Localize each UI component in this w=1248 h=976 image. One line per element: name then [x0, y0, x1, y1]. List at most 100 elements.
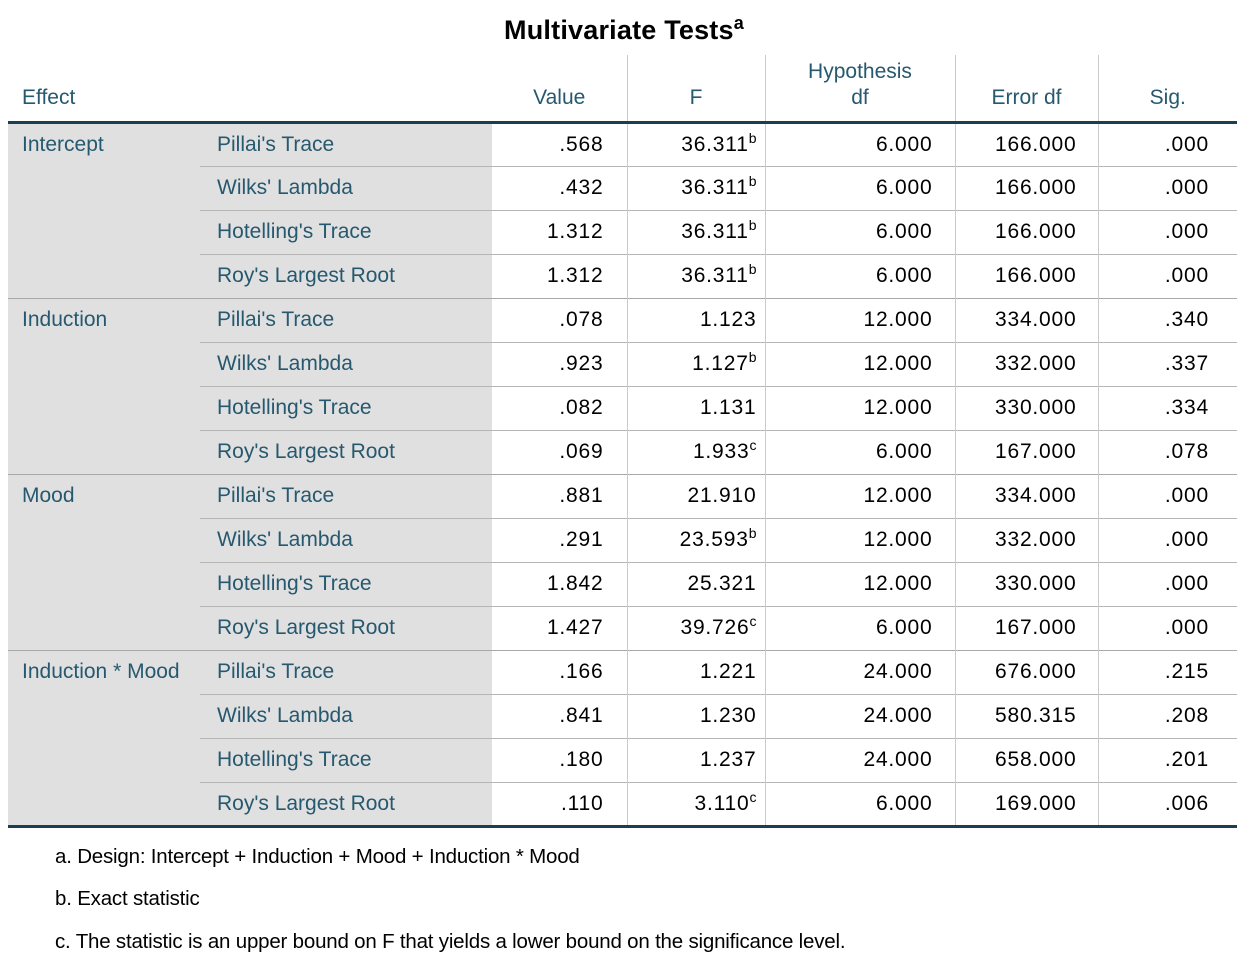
- value-cell: .078: [492, 297, 627, 342]
- table-row: Wilks' Lambda .841 1.230 24.000 580.315.208: [8, 693, 1237, 738]
- value-cell: .069: [492, 429, 627, 474]
- hypothesis-df-cell: 6.000: [764, 209, 955, 254]
- sig-cell: .334: [1097, 385, 1237, 430]
- error-df-cell: 167.000: [954, 429, 1098, 474]
- hypothesis-df-cell: 6.000: [764, 165, 955, 210]
- table-row: Roy's Largest Root 1.427 39.726c 6.000 167.0…: [8, 605, 1237, 650]
- table-title-footnote-superscript: a: [733, 13, 744, 33]
- test-name-cell: Roy's Largest Root: [200, 605, 492, 650]
- sig-cell: .340: [1097, 297, 1237, 342]
- test-name-cell: Hotelling's Trace: [200, 561, 492, 606]
- f-cell: 3.110c: [626, 781, 765, 828]
- test-name-cell: Roy's Largest Root: [200, 253, 492, 298]
- sig-cell: .337: [1097, 341, 1237, 386]
- table-row: Roy's Largest Root .110 3.110c 6.000 169.000…: [8, 781, 1237, 828]
- table-row: Wilks' Lambda .923 1.127b 12.000 332.000.337: [8, 341, 1237, 386]
- effect-label: Induction: [8, 297, 200, 474]
- f-cell: 21.910: [626, 473, 765, 518]
- hypothesis-df-cell: 12.000: [764, 561, 955, 606]
- table-row: Roy's Largest Root 1.312 36.311b 6.000 166.0…: [8, 253, 1237, 298]
- value-cell: .110: [492, 781, 627, 828]
- footnote-text: Design: Intercept + Induction + Mood + I…: [77, 844, 580, 868]
- value-cell: 1.427: [492, 605, 627, 650]
- footnote-marker: c.: [55, 929, 71, 953]
- test-name-cell: Pillai's Trace: [200, 649, 492, 694]
- f-cell: 1.230: [626, 693, 765, 738]
- table-row: Intercept Pillai's Trace .568 36.311b 6.000 1…: [8, 121, 1237, 298]
- table-row: Mood Pillai's Trace .881 21.910 12.000 334.00…: [8, 473, 1237, 650]
- test-name-cell: Pillai's Trace: [200, 121, 492, 166]
- f-cell: 39.726c: [626, 605, 765, 650]
- value-cell: .180: [492, 737, 627, 782]
- footnote-marker-superscript: c: [749, 437, 757, 453]
- footnote: b. Exact statistic: [55, 887, 1248, 911]
- error-df-cell: 580.315: [954, 693, 1098, 738]
- table-row: Hotelling's Trace 1.842 25.321 12.000 330.00…: [8, 561, 1237, 606]
- f-cell: 23.593b: [626, 517, 765, 562]
- f-cell: 1.131: [626, 385, 765, 430]
- sig-cell: .000: [1097, 121, 1237, 166]
- footnote-marker-superscript: c: [749, 613, 757, 629]
- table-row: Wilks' Lambda .432 36.311b 6.000 166.000.000: [8, 165, 1237, 210]
- test-name-cell: Roy's Largest Root: [200, 429, 492, 474]
- column-header-sig: Sig.: [1097, 55, 1237, 124]
- hypothesis-df-cell: 12.000: [764, 517, 955, 562]
- footnote-marker: b.: [55, 887, 72, 911]
- hypothesis-df-cell: 12.000: [764, 385, 955, 430]
- value-cell: 1.312: [492, 253, 627, 298]
- effect-label: Mood: [8, 473, 200, 650]
- footnote: c. The statistic is an upper bound on F …: [55, 930, 1248, 954]
- test-name-cell: Wilks' Lambda: [200, 165, 492, 210]
- hypothesis-df-cell: 6.000: [764, 121, 955, 166]
- error-df-cell: 658.000: [954, 737, 1098, 782]
- sig-cell: .000: [1097, 165, 1237, 210]
- hypothesis-df-cell: 24.000: [764, 737, 955, 782]
- test-name-cell: Pillai's Trace: [200, 473, 492, 518]
- error-df-cell: 166.000: [954, 253, 1098, 298]
- table-title-text: Multivariate Tests: [504, 15, 734, 45]
- f-cell: 1.933c: [626, 429, 765, 474]
- table-row: Hotelling's Trace .180 1.237 24.000 658.000.…: [8, 737, 1237, 782]
- column-header-effect: Effect: [8, 55, 492, 124]
- error-df-cell: 332.000: [954, 517, 1098, 562]
- sig-cell: .006: [1097, 781, 1237, 828]
- hypothesis-df-cell: 12.000: [764, 297, 955, 342]
- table-row: Induction Pillai's Trace .078 1.123 12.000 33…: [8, 297, 1237, 474]
- sig-cell: .000: [1097, 473, 1237, 518]
- error-df-cell: 169.000: [954, 781, 1098, 828]
- sig-cell: .000: [1097, 253, 1237, 298]
- effect-label: Intercept: [8, 121, 200, 298]
- footnotes: a. Design: Intercept + Induction + Mood …: [55, 845, 1248, 954]
- f-cell: 1.127b: [626, 341, 765, 386]
- f-cell: 36.311b: [626, 121, 765, 166]
- test-name-cell: Wilks' Lambda: [200, 693, 492, 738]
- footnote-marker-superscript: c: [749, 788, 757, 805]
- sig-cell: .201: [1097, 737, 1237, 782]
- error-df-cell: 676.000: [954, 649, 1098, 694]
- test-name-cell: Roy's Largest Root: [200, 781, 492, 828]
- header-row: Effect Value F Hypothesis df Error df Sig…: [8, 55, 1237, 124]
- f-cell: 36.311b: [626, 209, 765, 254]
- footnote-text: The statistic is an upper bound on F tha…: [75, 929, 846, 953]
- value-cell: .568: [492, 121, 627, 166]
- table-title: Multivariate Testsa: [0, 0, 1248, 46]
- error-df-cell: 330.000: [954, 385, 1098, 430]
- sig-cell: .208: [1097, 693, 1237, 738]
- effect-label: Induction * Mood: [8, 649, 200, 828]
- hypothesis-df-cell: 6.000: [764, 605, 955, 650]
- footnote-marker: a.: [55, 844, 72, 868]
- table-row: Wilks' Lambda .291 23.593b 12.000 332.000.00…: [8, 517, 1237, 562]
- value-cell: .166: [492, 649, 627, 694]
- sig-cell: .215: [1097, 649, 1237, 694]
- hypothesis-df-cell: 6.000: [764, 781, 955, 828]
- sig-cell: .000: [1097, 561, 1237, 606]
- test-name-cell: Wilks' Lambda: [200, 341, 492, 386]
- test-name-cell: Wilks' Lambda: [200, 517, 492, 562]
- f-cell: 1.123: [626, 297, 765, 342]
- value-cell: .923: [492, 341, 627, 386]
- hypothesis-df-cell: 6.000: [764, 253, 955, 298]
- error-df-cell: 166.000: [954, 209, 1098, 254]
- value-cell: .432: [492, 165, 627, 210]
- sig-cell: .078: [1097, 429, 1237, 474]
